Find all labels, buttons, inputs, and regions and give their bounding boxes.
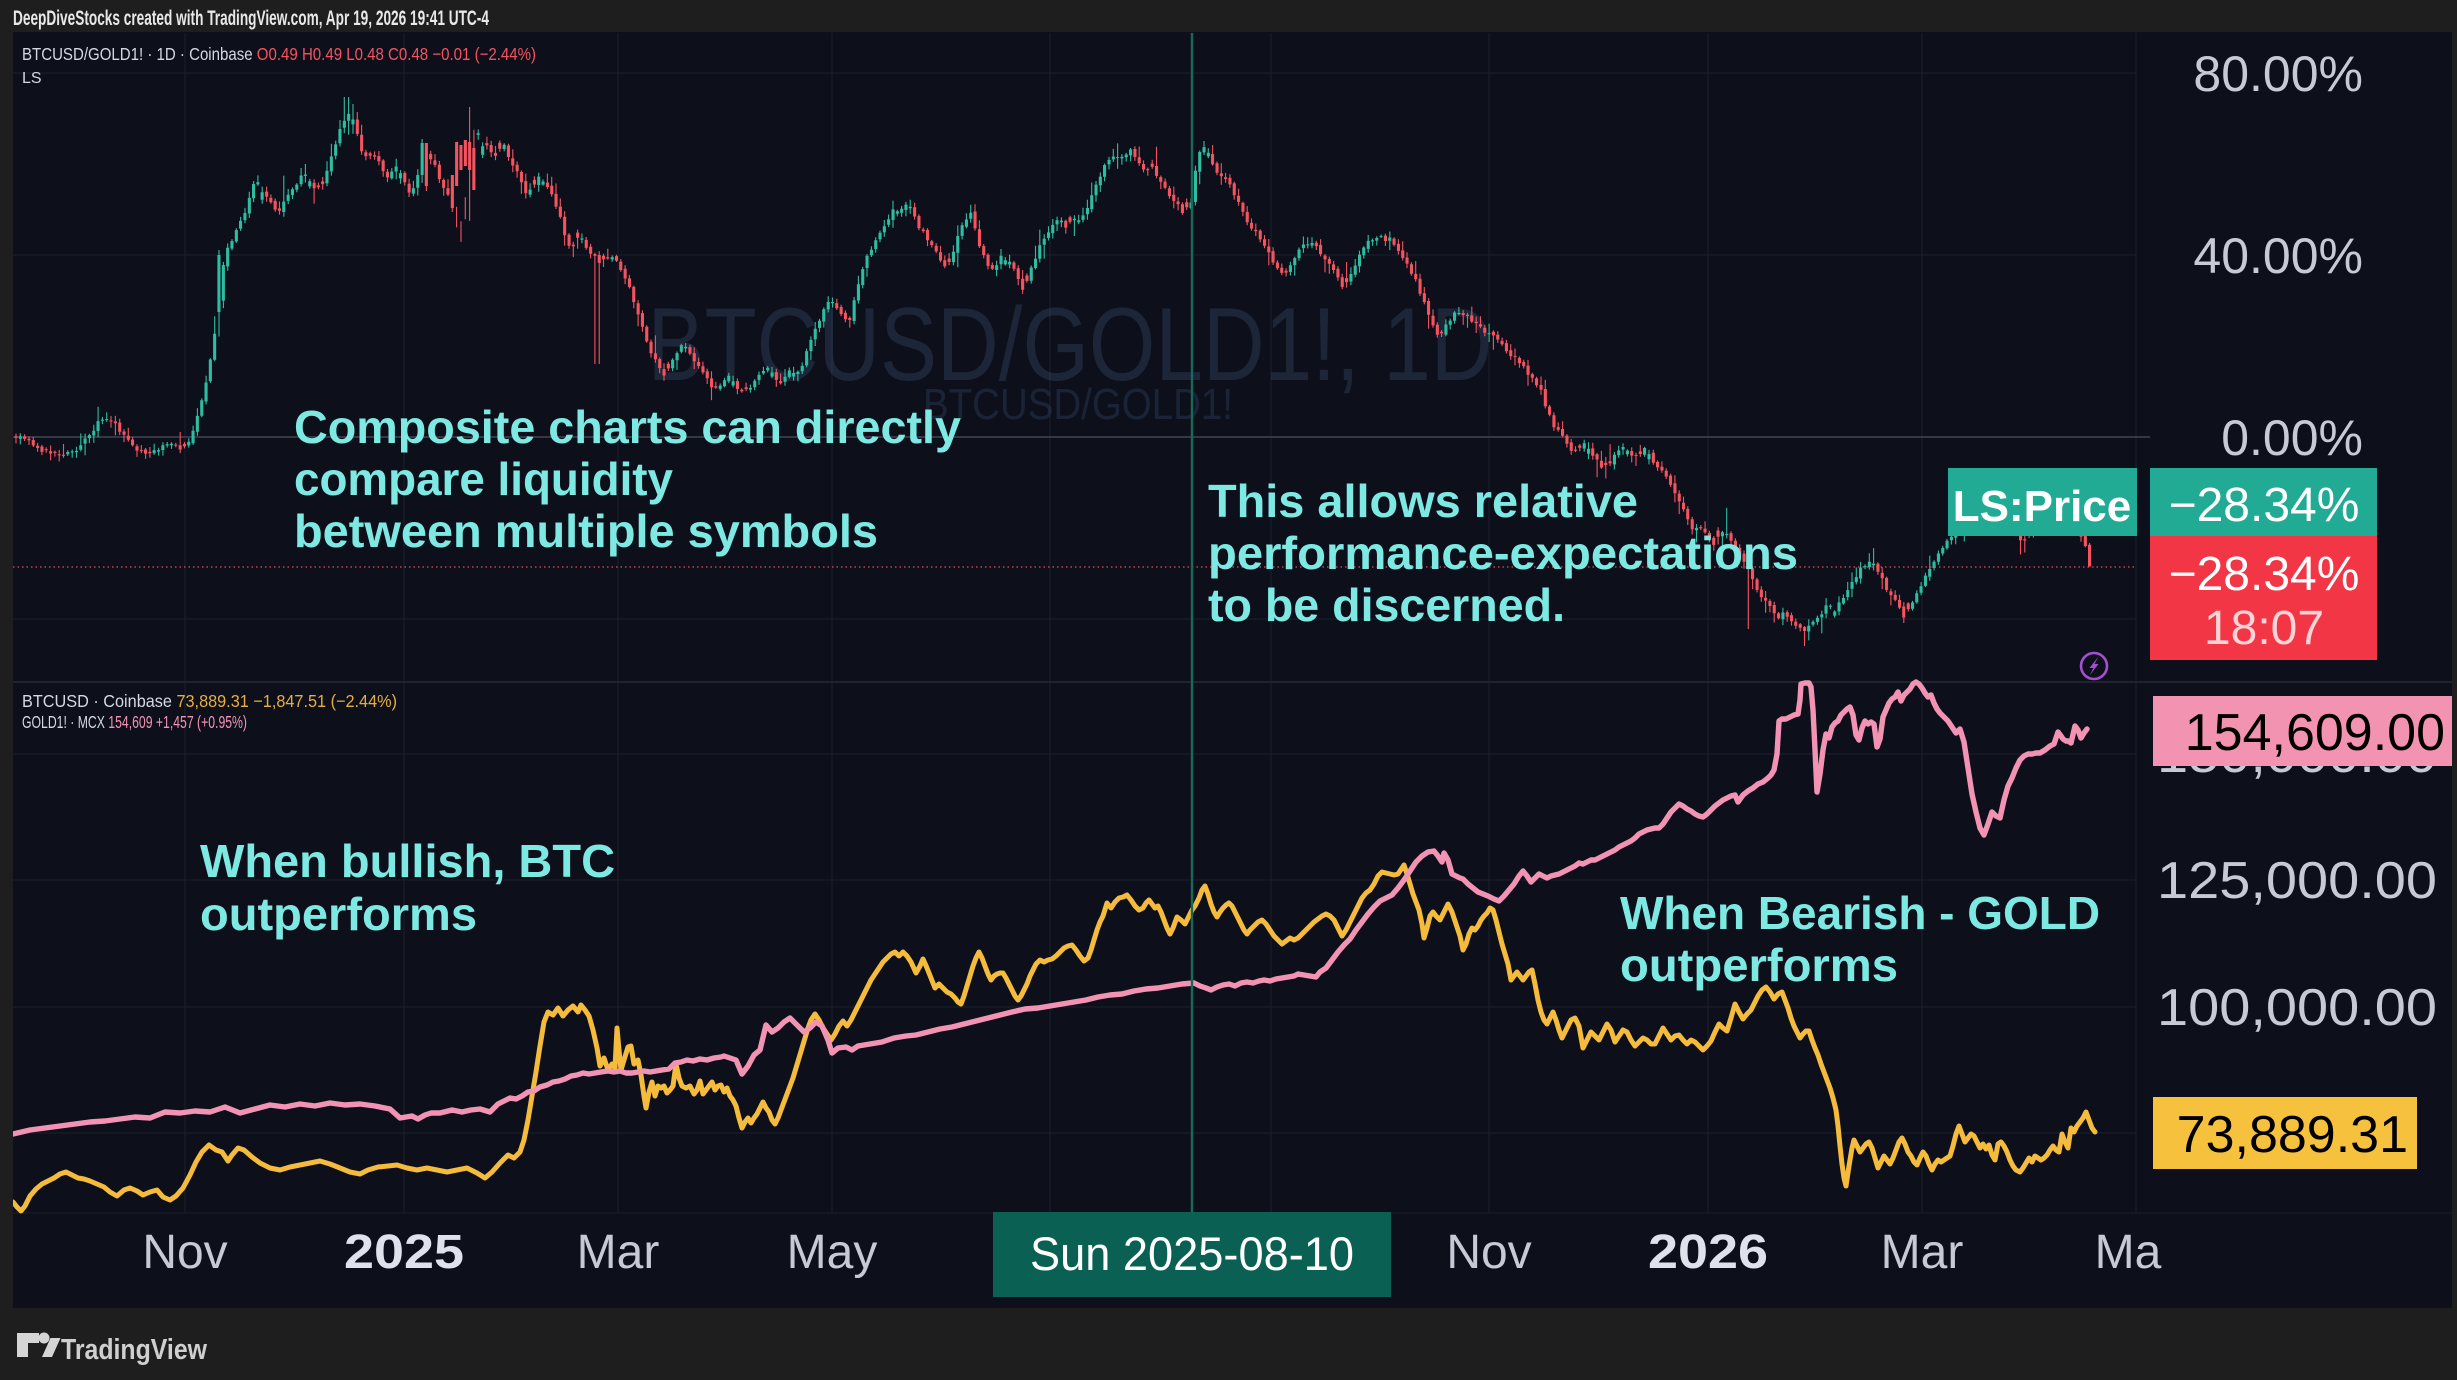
svg-text:Mar: Mar: [1881, 1226, 1964, 1279]
svg-text:performance-expectations: performance-expectations: [1208, 527, 1798, 579]
svg-text:40.00%: 40.00%: [2193, 228, 2363, 284]
svg-text:compare liquidity: compare liquidity: [294, 453, 673, 505]
svg-text:BTCUSD/GOLD1!, 1D: BTCUSD/GOLD1!, 1D: [648, 287, 1493, 403]
svg-text:Ma: Ma: [2095, 1226, 2162, 1279]
svg-text:outperforms: outperforms: [1620, 939, 1898, 991]
svg-text:This allows relative: This allows relative: [1208, 475, 1638, 527]
svg-text:May: May: [787, 1226, 878, 1279]
svg-text:80.00%: 80.00%: [2193, 46, 2363, 102]
svg-text:to be discerned.: to be discerned.: [1208, 579, 1565, 631]
svg-text:LS:Price: LS:Price: [1953, 482, 2132, 531]
svg-text:When bullish, BTC: When bullish, BTC: [200, 835, 615, 887]
svg-text:BTCUSD · Coinbase 73,889.31: BTCUSD · Coinbase 73,889.31 −1,847.51 (−…: [22, 691, 397, 711]
svg-text:2025: 2025: [344, 1226, 464, 1279]
svg-text:GOLD1! · MCX 154,609 +1,457: GOLD1! · MCX 154,609 +1,457 (+0.95%): [22, 712, 247, 732]
svg-text:18:07: 18:07: [2204, 602, 2324, 655]
svg-text:73,889.31: 73,889.31: [2177, 1106, 2408, 1164]
svg-text:2026: 2026: [1648, 1226, 1768, 1279]
svg-text:between multiple symbols: between multiple symbols: [294, 505, 878, 557]
svg-text:125,000.00: 125,000.00: [2157, 852, 2437, 910]
svg-text:154,609.00: 154,609.00: [2185, 704, 2445, 762]
svg-text:BTCUSD/GOLD1!: BTCUSD/GOLD1!: [923, 380, 1233, 429]
svg-text:Mar: Mar: [577, 1226, 660, 1279]
svg-text:Composite charts can directly: Composite charts can directly: [294, 401, 961, 453]
svg-text:Sun 2025-08-10: Sun 2025-08-10: [1030, 1227, 1354, 1280]
svg-text:0.00%: 0.00%: [2221, 410, 2363, 466]
svg-text:BTCUSD/GOLD1! · 1D · Coinbase: BTCUSD/GOLD1! · 1D · Coinbase O0.49 H0.4…: [22, 44, 536, 64]
svg-text:When Bearish - GOLD: When Bearish - GOLD: [1620, 887, 2100, 939]
svg-text:TradingView: TradingView: [61, 1334, 207, 1366]
svg-text:100,000.00: 100,000.00: [2157, 979, 2437, 1037]
svg-text:Nov: Nov: [142, 1226, 227, 1279]
svg-text:LS: LS: [22, 70, 42, 87]
svg-text:−28.34%: −28.34%: [2169, 479, 2360, 532]
svg-text:outperforms: outperforms: [200, 888, 477, 940]
svg-text:Nov: Nov: [1446, 1226, 1531, 1279]
svg-text:−28.34%: −28.34%: [2169, 548, 2360, 601]
